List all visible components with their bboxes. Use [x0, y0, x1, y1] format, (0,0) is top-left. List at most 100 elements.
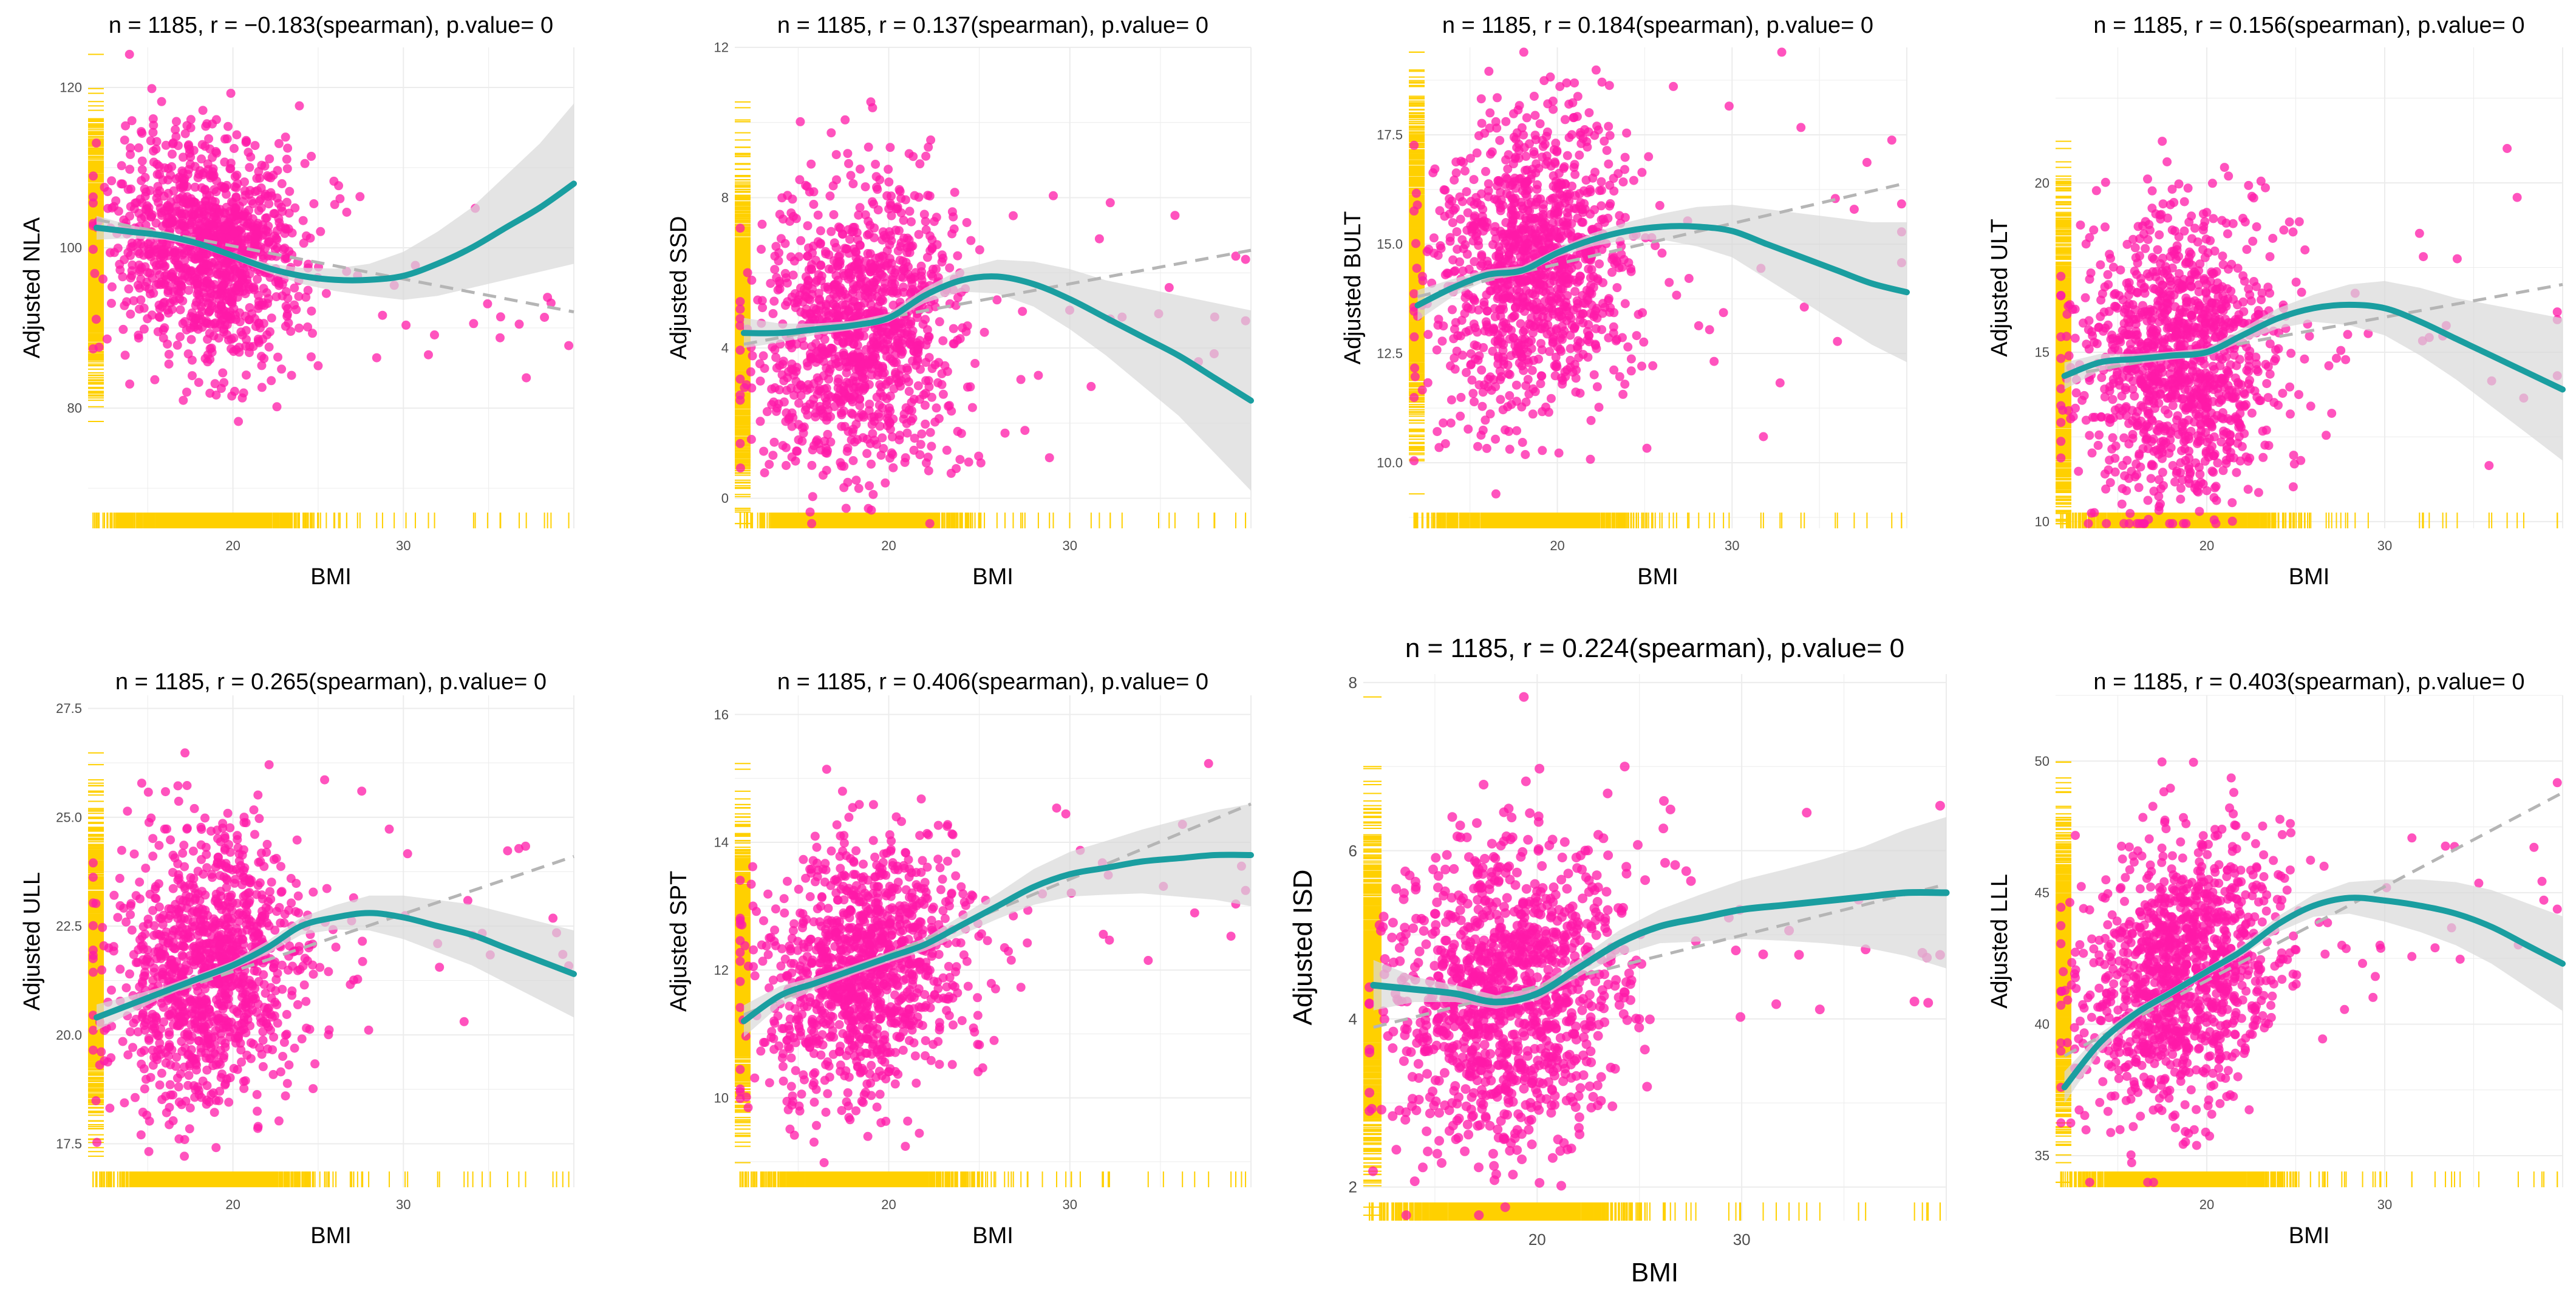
- scatter-point: [89, 199, 98, 208]
- scatter-point: [251, 187, 260, 196]
- scatter-point: [262, 330, 271, 339]
- scatter-point: [184, 141, 193, 151]
- scatter-point: [254, 319, 264, 328]
- scatter-point: [186, 160, 195, 169]
- scatter-point: [126, 310, 135, 319]
- scatter-point: [89, 245, 98, 254]
- y-tick-label: 100: [60, 240, 82, 256]
- scatter-point: [194, 378, 203, 387]
- scatter-point: [202, 260, 211, 269]
- scatter-point: [184, 349, 193, 358]
- scatter-point: [219, 325, 228, 334]
- scatter-point: [214, 333, 223, 343]
- scatter-point: [230, 144, 239, 153]
- scatter-point: [136, 274, 145, 284]
- scatter-point: [273, 402, 282, 411]
- scatter-point: [203, 357, 212, 366]
- scatter-point: [220, 134, 230, 143]
- scatter-point: [301, 159, 310, 168]
- scatter-point: [182, 387, 191, 397]
- scatter-point: [232, 131, 241, 140]
- scatter-point: [181, 129, 190, 138]
- scatter-point: [199, 170, 208, 179]
- scatter-point: [223, 122, 233, 131]
- scatter-point: [307, 152, 316, 161]
- scatter-point: [184, 286, 193, 295]
- scatter-point: [227, 89, 236, 98]
- scatter-point: [179, 396, 188, 405]
- scatter-point: [245, 303, 254, 312]
- scatter-point: [128, 116, 137, 125]
- scatter-point: [155, 313, 165, 322]
- scatter-point: [148, 310, 157, 319]
- scatter-point: [148, 84, 157, 93]
- scatter-point: [285, 209, 294, 218]
- y-axis-label: Adjusted NLA: [19, 217, 45, 358]
- scatter-point: [180, 180, 189, 189]
- scatter-point: [342, 208, 352, 217]
- scatter-point: [273, 353, 282, 362]
- scatter-point: [107, 299, 116, 308]
- scatter-point: [151, 145, 160, 154]
- scatter-point: [281, 322, 290, 331]
- scatter-point: [165, 360, 174, 369]
- scatter-point: [239, 210, 248, 219]
- scatter-point: [186, 312, 196, 321]
- scatter-point: [140, 304, 149, 313]
- scatter-point: [131, 199, 140, 208]
- scatter-point: [291, 305, 301, 314]
- scatter-point: [98, 274, 107, 284]
- scatter-point: [138, 157, 147, 166]
- scatter-point: [316, 227, 325, 236]
- scatter-point: [259, 354, 268, 363]
- scatter-point: [120, 301, 129, 310]
- scatter-point: [274, 139, 284, 148]
- scatter-point: [137, 214, 146, 223]
- scatter-point: [168, 149, 177, 159]
- scatter-point: [182, 326, 191, 335]
- scatter-point: [121, 350, 130, 360]
- scatter-point: [187, 335, 196, 344]
- scatter-point: [191, 254, 200, 264]
- scatter-point: [496, 312, 505, 321]
- scatter-point: [335, 194, 344, 203]
- scatter-point: [257, 161, 266, 170]
- scatter-point: [114, 206, 123, 216]
- scatter-point: [175, 210, 185, 219]
- scatter-point: [139, 251, 148, 260]
- scatter-point: [274, 199, 283, 208]
- scatter-point: [137, 127, 146, 136]
- scatter-point: [322, 289, 331, 298]
- scatter-point: [219, 281, 228, 290]
- scatter-point: [378, 311, 387, 320]
- scatter-point: [236, 327, 245, 336]
- scatter-point: [177, 166, 186, 176]
- scatter-point: [220, 183, 230, 192]
- scatter-point: [197, 154, 206, 163]
- scatter-point: [242, 136, 251, 145]
- scatter-point: [278, 179, 287, 188]
- scatter-point: [149, 128, 158, 137]
- scatter-point: [178, 192, 187, 201]
- scatter-point: [295, 324, 304, 333]
- scatter-point: [173, 286, 182, 295]
- scatter-point: [496, 333, 505, 343]
- scatter-point: [149, 114, 158, 123]
- scatter-point: [230, 387, 239, 396]
- scatter-point: [157, 97, 166, 106]
- scatter-point: [285, 187, 294, 196]
- scatter-point: [220, 157, 229, 166]
- scatter-point: [126, 150, 135, 159]
- scatter-point: [262, 288, 271, 298]
- scatter-point: [103, 335, 112, 344]
- scatter-point: [265, 237, 274, 247]
- scatter-point: [160, 271, 169, 281]
- scatter-point: [89, 344, 98, 353]
- scatter-point: [118, 179, 127, 188]
- scatter-point: [164, 164, 173, 173]
- scatter-point: [401, 321, 411, 330]
- scatter-point: [267, 313, 276, 322]
